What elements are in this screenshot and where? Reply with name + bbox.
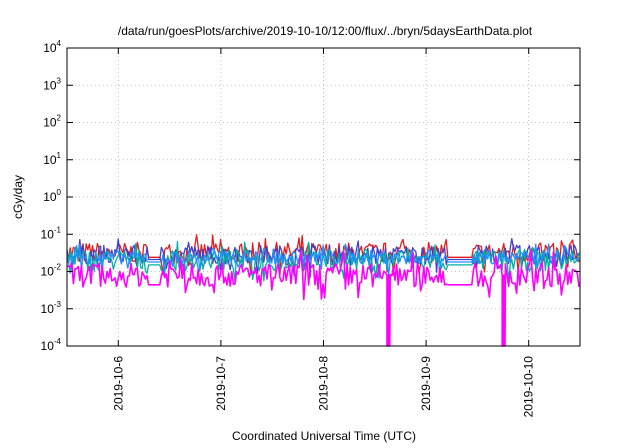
y-axis: 10-4 10-3 10-2 10-1 100 101 102 103 104 [41, 39, 580, 353]
chart-title: /data/run/goesPlots/archive/2019-10-10/1… [118, 24, 533, 38]
series-line [66, 240, 580, 284]
plot-area [66, 234, 580, 347]
x-tick-label: 2019-10-6 [111, 356, 125, 411]
y-tick-label: 10-2 [41, 263, 62, 279]
x-tick-label: 2019-10-8 [317, 356, 331, 411]
x-tick-label: 2019-10-7 [214, 356, 228, 411]
series-line [66, 250, 580, 347]
x-axis: 2019-10-6 2019-10-7 2019-10-8 2019-10-9 2019… [111, 48, 536, 418]
y-tick-label: 103 [43, 76, 61, 92]
y-tick-label: 10-4 [41, 337, 62, 353]
x-tick-label: 2019-10-10 [522, 356, 536, 418]
y-tick-label: 102 [43, 114, 61, 130]
grid [67, 48, 580, 346]
y-tick-label: 100 [43, 188, 61, 204]
y-tick-label: 10-1 [41, 225, 62, 241]
y-tick-label: 10-3 [41, 300, 62, 316]
x-tick-label: 2019-10-9 [419, 356, 433, 411]
x-axis-label: Coordinated Universal Time (UTC) [232, 429, 416, 443]
y-tick-label: 104 [43, 39, 61, 55]
y-axis-label: cGy/day [11, 175, 25, 219]
series-line [66, 243, 580, 277]
y-tick-label: 101 [43, 151, 61, 167]
